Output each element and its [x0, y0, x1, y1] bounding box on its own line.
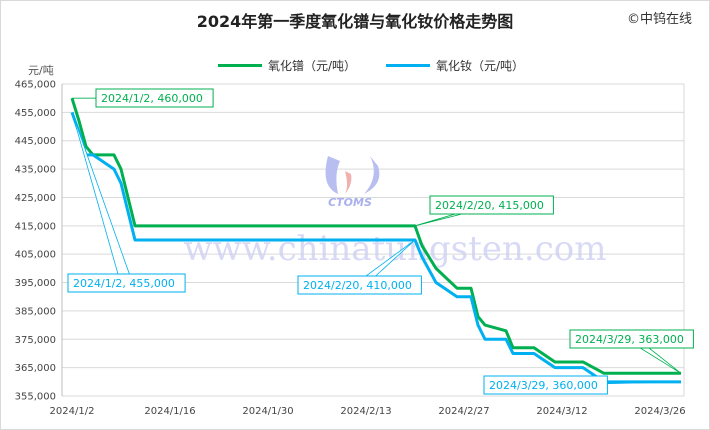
watermark-url: www.chinatungsten.com	[184, 229, 607, 269]
watermark-logo-icon	[364, 156, 380, 194]
chart-title: 2024年第一季度氧化镨与氧化钕价格走势图	[196, 12, 514, 31]
x-tick-label: 2024/3/12	[536, 406, 587, 417]
annotation-label: 2024/3/29, 363,000	[575, 333, 684, 346]
annotation-label: 2024/2/20, 415,000	[435, 199, 544, 212]
y-tick-label: 395,000	[15, 278, 56, 289]
annotation-label: 2024/2/20, 410,000	[303, 279, 412, 292]
y-tick-label: 445,000	[15, 136, 56, 147]
y-tick-label: 415,000	[15, 221, 56, 232]
y-tick-label: 355,000	[15, 392, 56, 403]
copyright-label: ©中钨在线	[626, 12, 692, 27]
annotation-box	[483, 375, 608, 395]
y-tick-label: 465,000	[15, 80, 56, 91]
y-tick-label: 455,000	[15, 108, 56, 119]
legend-swatch	[386, 64, 430, 67]
y-tick-label: 425,000	[15, 193, 56, 204]
annotation-box	[297, 275, 422, 295]
legend-swatch	[218, 64, 262, 67]
series-line-praseodymium	[70, 97, 681, 375]
annotation-label: 2024/1/2, 460,000	[101, 92, 203, 105]
x-tick-label: 2024/1/2	[50, 406, 95, 417]
annotation-box	[67, 273, 186, 293]
legend-item-neodymium: 氧化钕（元/吨）	[386, 57, 524, 74]
y-tick-label: 385,000	[15, 306, 56, 317]
legend-label: 氧化钕（元/吨）	[436, 59, 525, 73]
y-tick-label: 365,000	[15, 363, 56, 374]
legend-label: 氧化镨（元/吨）	[268, 59, 357, 73]
watermark-logo-icon	[325, 156, 340, 194]
watermark-logo-icon	[345, 171, 352, 194]
x-tick-label: 2024/1/16	[144, 406, 195, 417]
annotation-box	[429, 195, 554, 215]
x-tick-label: 2024/3/26	[634, 406, 685, 417]
annotation-label: 2024/3/29, 360,000	[489, 379, 598, 392]
watermark-logo-text: CTOMS	[328, 196, 372, 209]
x-tick-label: 2024/1/30	[242, 406, 293, 417]
x-tick-label: 2024/2/13	[340, 406, 391, 417]
series-line-neodymium	[70, 111, 681, 384]
y-tick-label: 405,000	[15, 250, 56, 261]
y-tick-label: 435,000	[15, 165, 56, 176]
legend-item-praseodymium: 氧化镨（元/吨）	[218, 57, 356, 74]
annotation-box	[95, 88, 214, 108]
y-tick-label: 375,000	[15, 335, 56, 346]
x-tick-label: 2024/2/27	[438, 406, 489, 417]
annotation-label: 2024/1/2, 455,000	[73, 277, 175, 290]
y-axis-unit: 元/吨	[28, 64, 54, 77]
annotation-box	[569, 329, 694, 349]
